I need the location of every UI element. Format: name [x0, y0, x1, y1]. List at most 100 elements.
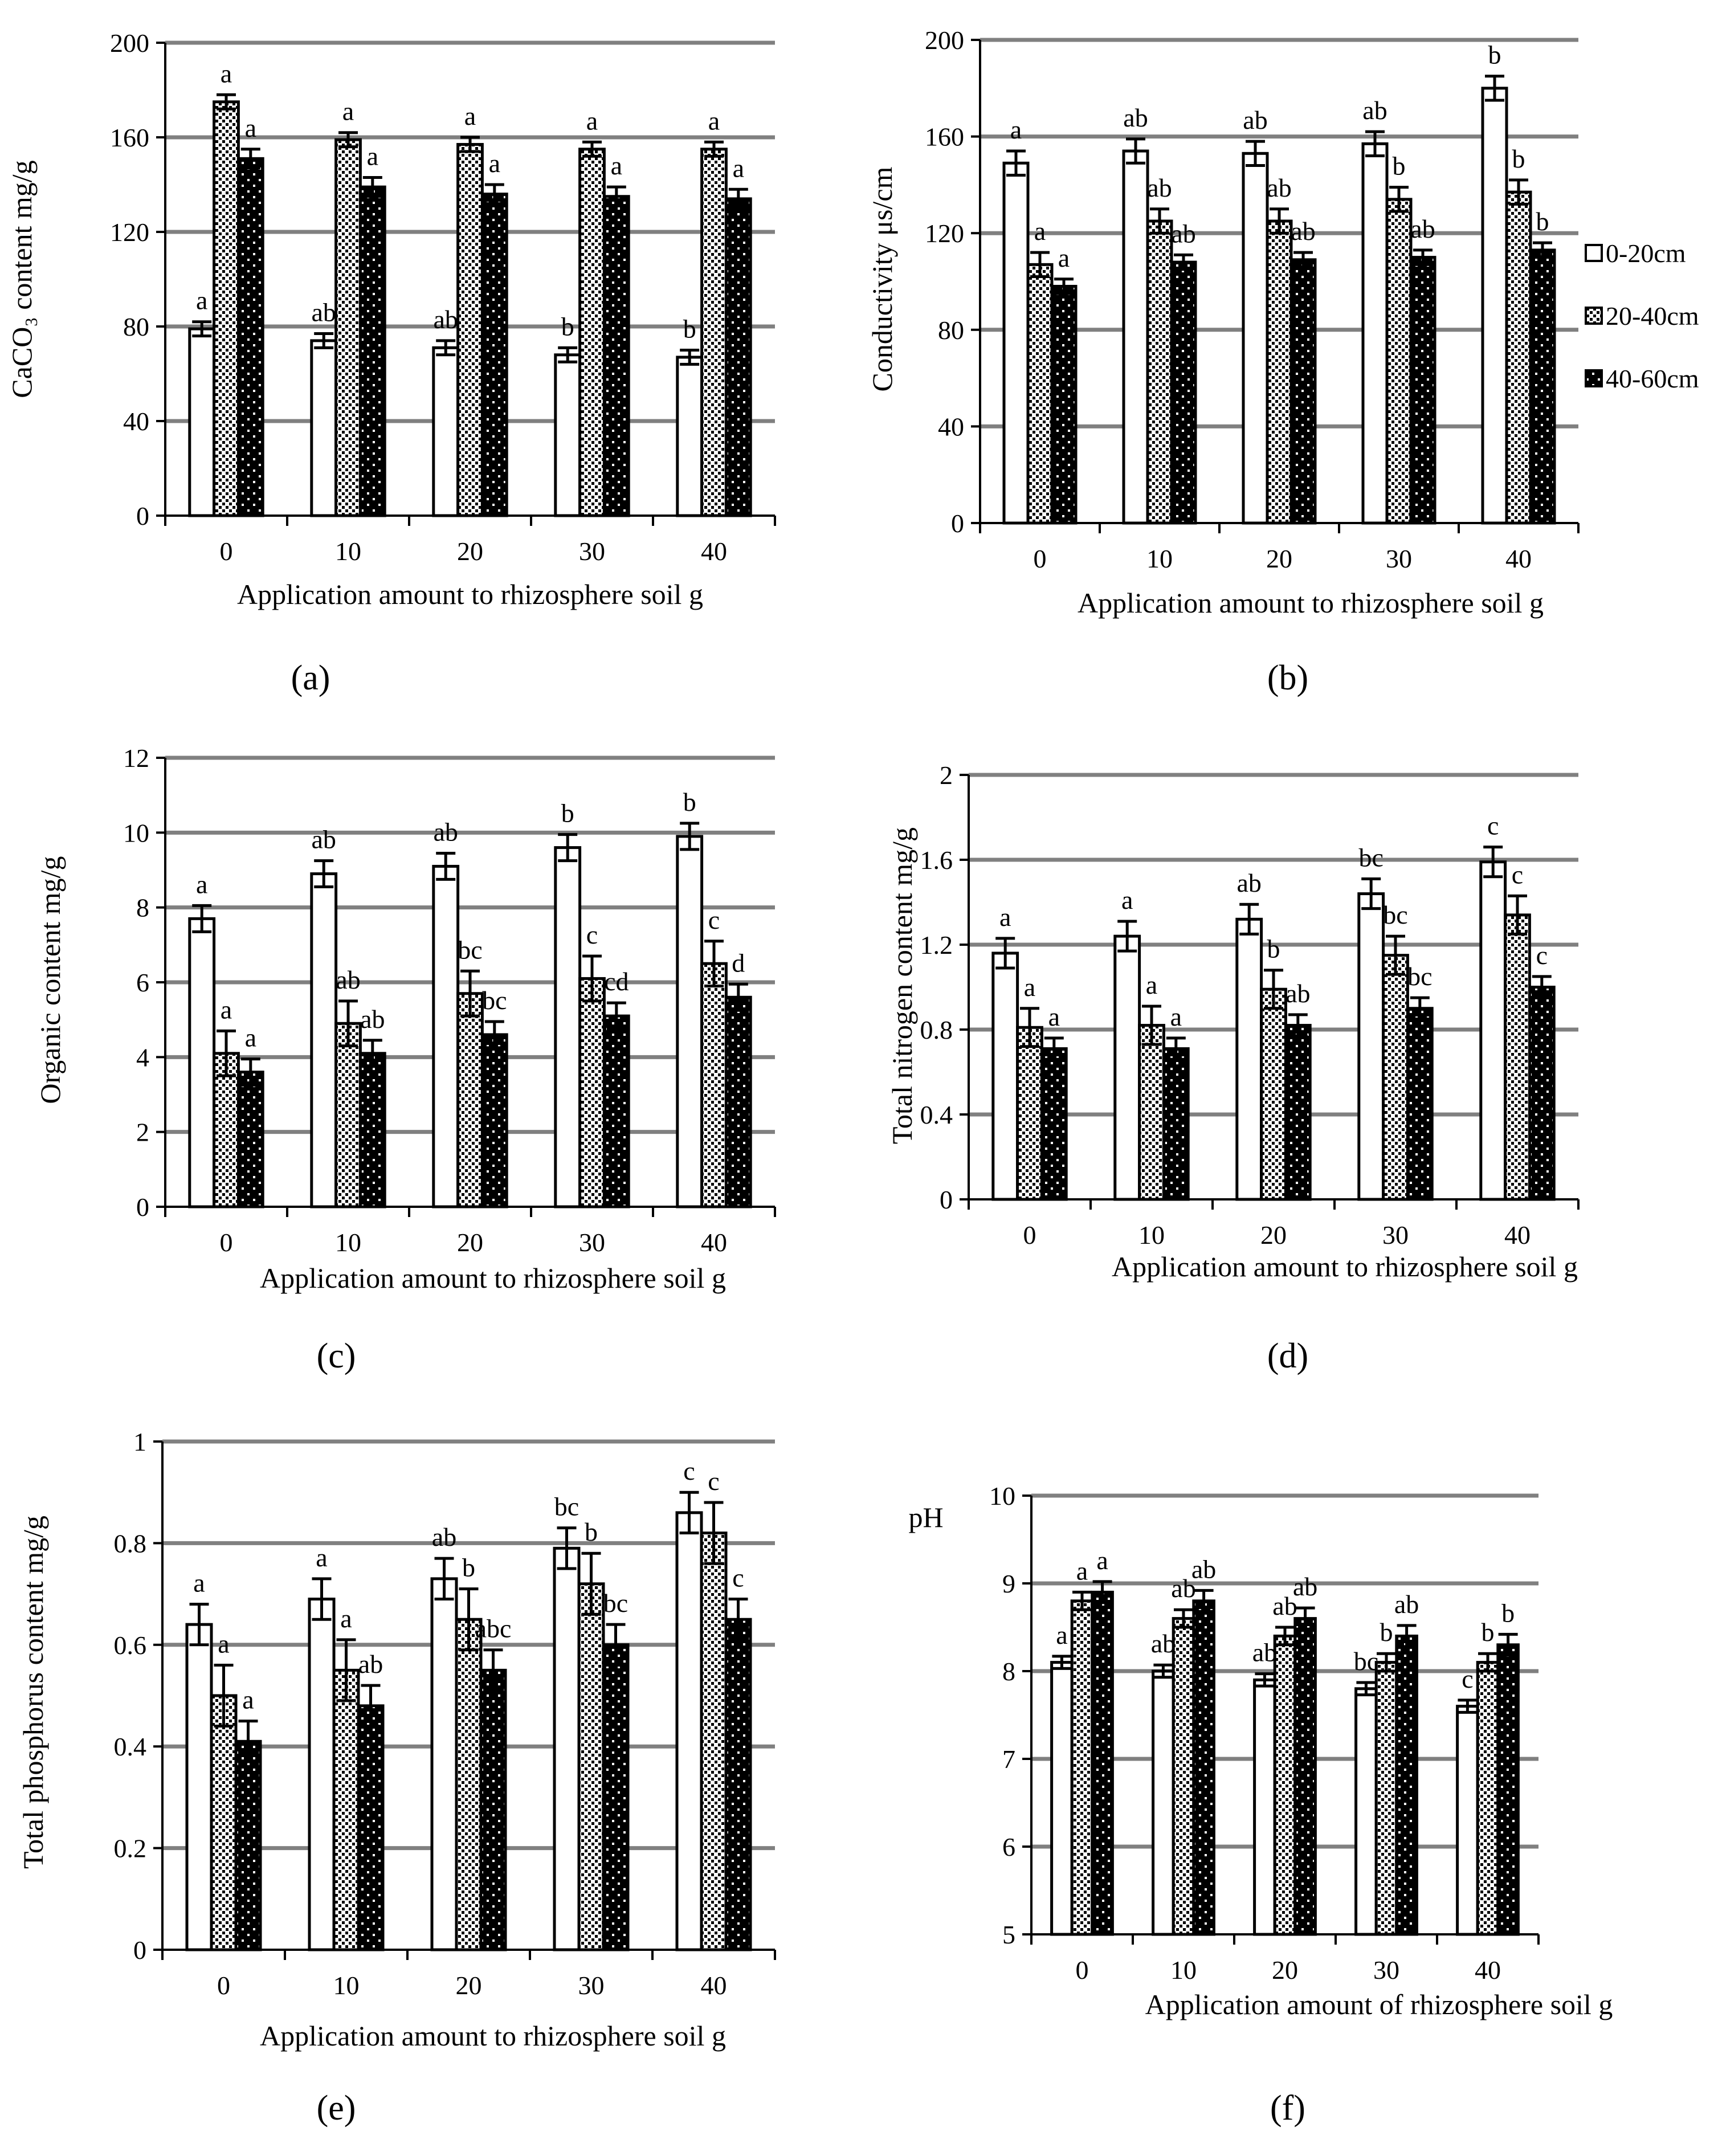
- significance-letter: ab: [1171, 219, 1195, 248]
- significance-letter: bc: [1407, 962, 1432, 991]
- chart-panel-e: 00.20.40.60.810aaa10aaab20abbabc30bcbbc4…: [17, 1427, 776, 2128]
- bar: [1385, 198, 1413, 525]
- error-bar: [1044, 1036, 1064, 1061]
- error-bar: [728, 982, 748, 1012]
- bar: [234, 1740, 262, 1951]
- bar: [213, 100, 240, 517]
- significance-letter: a: [221, 59, 232, 88]
- error-bar: [362, 1039, 382, 1068]
- bar: [1289, 258, 1317, 525]
- error-bar: [1275, 1626, 1295, 1647]
- significance-letter: a: [489, 149, 500, 178]
- error-bar: [238, 1720, 258, 1763]
- chart-panel-c: 0246810120aaa10ababab20abbcbc30bccd40bcd…: [34, 744, 776, 1375]
- significance-letter: a: [708, 106, 720, 135]
- y-tick-label: 0.6: [114, 1631, 147, 1660]
- bar: [188, 327, 216, 517]
- error-bar: [459, 1587, 479, 1652]
- panel-label: (a): [291, 659, 330, 697]
- x-tick-label: 20: [1266, 544, 1292, 573]
- significance-letter: ab: [1394, 1590, 1419, 1619]
- chart-panel-d: 00.40.81.21.620aaa10aaa20abbab30bcbcbc40…: [886, 761, 1580, 1375]
- x-tick-label: 0: [217, 1971, 230, 2000]
- bar: [1479, 860, 1507, 1201]
- bar: [700, 148, 728, 517]
- bar: [578, 148, 606, 517]
- significance-letter: b: [1482, 1618, 1495, 1647]
- significance-letter: bc: [1383, 900, 1407, 929]
- significance-letter: c: [1462, 1664, 1473, 1693]
- bar: [1395, 1634, 1418, 1936]
- bar: [1456, 1705, 1479, 1936]
- significance-letter: cd: [604, 967, 629, 996]
- x-tick-label: 10: [335, 537, 361, 566]
- significance-letter: c: [732, 1563, 744, 1592]
- significance-letter: b: [1512, 144, 1525, 173]
- error-bar: [1166, 1036, 1186, 1061]
- x-tick-label: 30: [578, 1971, 605, 2000]
- bar: [1242, 152, 1269, 525]
- bar: [1070, 1599, 1094, 1936]
- error-bar: [214, 1663, 234, 1728]
- bar: [1113, 934, 1141, 1201]
- y-axis-label: Organic content mg/g: [34, 856, 66, 1104]
- bar: [357, 1704, 385, 1951]
- significance-letter: a: [586, 106, 598, 135]
- x-tick-label: 20: [456, 1971, 482, 2000]
- y-axis-label: Total phosphorus content mg/g: [17, 1516, 49, 1869]
- bar: [210, 1694, 238, 1951]
- panel-label: (f): [1270, 2089, 1305, 2128]
- error-bar: [1386, 934, 1405, 976]
- significance-letter: abc: [475, 1614, 512, 1643]
- error-bar: [434, 1557, 454, 1601]
- bar: [1357, 892, 1385, 1201]
- error-bar: [1142, 1004, 1161, 1046]
- x-tick-label: 40: [701, 537, 727, 566]
- error-bar: [728, 187, 748, 210]
- x-tick-label: 30: [1382, 1220, 1409, 1250]
- error-bar: [1389, 186, 1409, 213]
- significance-letter: a: [1076, 1556, 1088, 1585]
- x-tick-label: 40: [701, 1971, 727, 2000]
- panel-label: (c): [317, 1337, 356, 1375]
- error-bar: [1270, 207, 1289, 235]
- error-bar: [581, 1551, 601, 1616]
- bar: [676, 835, 704, 1208]
- chart-panel-b: 040801201602000aaa10ababab20ababab30abba…: [866, 26, 1580, 697]
- error-bar: [1365, 130, 1385, 158]
- y-tick-label: 80: [938, 316, 964, 345]
- error-bar: [1174, 253, 1193, 271]
- significance-letter: ab: [336, 965, 360, 994]
- error-bar: [1361, 877, 1381, 910]
- x-axis-label: Application amount to rhizosphere soil g: [260, 1262, 726, 1294]
- bar: [1476, 1661, 1500, 1936]
- error-bar: [1072, 1590, 1092, 1611]
- significance-letter: b: [1488, 40, 1501, 70]
- error-bar: [704, 940, 724, 988]
- y-tick-label: 120: [110, 218, 149, 247]
- y-tick-label: 5: [1002, 1920, 1015, 1949]
- y-tick-label: 40: [938, 412, 964, 441]
- error-bar: [582, 954, 602, 1003]
- y-tick-label: 40: [123, 407, 149, 436]
- error-bar: [1413, 248, 1433, 266]
- bar: [700, 1532, 728, 1951]
- y-tick-label: 120: [925, 219, 964, 248]
- bar: [602, 1014, 630, 1208]
- significance-letter: d: [732, 948, 745, 977]
- x-tick-label: 20: [1272, 1955, 1298, 1984]
- significance-letter: a: [340, 1604, 352, 1633]
- bar: [1273, 1634, 1297, 1936]
- error-bar: [606, 1623, 626, 1667]
- y-tick-label: 0: [940, 1185, 953, 1214]
- bar: [455, 1618, 483, 1951]
- bar: [1496, 1643, 1520, 1936]
- bar: [602, 195, 630, 517]
- significance-letter: a: [1048, 1002, 1060, 1031]
- significance-letter: b: [683, 315, 696, 344]
- legend: 0-20cm 20-40cm 40-60cm: [1585, 239, 1699, 393]
- bar: [358, 185, 386, 517]
- significance-letter: a: [1121, 885, 1133, 914]
- y-tick-label: 2: [136, 1118, 149, 1147]
- bar: [332, 1668, 360, 1951]
